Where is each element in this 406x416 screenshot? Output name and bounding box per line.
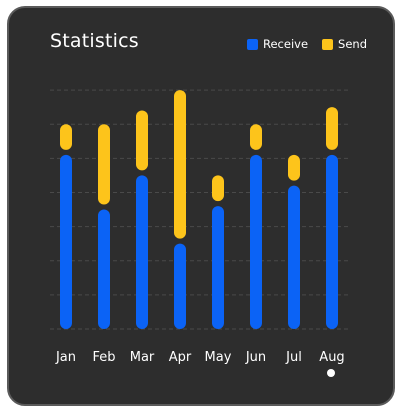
bar-receive-apr[interactable] bbox=[174, 243, 186, 329]
legend-label-receive: Receive bbox=[263, 37, 309, 51]
bar-send-jan[interactable] bbox=[60, 124, 72, 150]
legend-label-send: Send bbox=[338, 37, 367, 51]
chart-title: Statistics bbox=[50, 30, 139, 52]
x-tick-label: Feb bbox=[92, 350, 115, 365]
bar-send-feb[interactable] bbox=[98, 124, 110, 205]
bar-receive-jan[interactable] bbox=[60, 154, 72, 329]
legend-item-receive[interactable]: Receive bbox=[247, 37, 308, 51]
bar-receive-jul[interactable] bbox=[288, 185, 300, 329]
pagination-dot[interactable] bbox=[327, 369, 335, 377]
bar-send-aug[interactable] bbox=[326, 107, 338, 150]
bar-receive-feb[interactable] bbox=[98, 209, 110, 329]
x-tick-label: Jul bbox=[285, 350, 302, 365]
x-tick-label: Apr bbox=[169, 350, 192, 365]
x-tick-label: Aug bbox=[319, 350, 344, 365]
x-tick-label: Mar bbox=[130, 350, 155, 365]
x-tick-label: May bbox=[205, 350, 232, 365]
legend-swatch-send bbox=[322, 38, 334, 50]
bar-send-jul[interactable] bbox=[288, 154, 300, 181]
bar-send-jun[interactable] bbox=[250, 124, 262, 150]
x-tick-label: Jan bbox=[55, 350, 76, 365]
bar-send-mar[interactable] bbox=[136, 110, 148, 171]
legend-item-send[interactable]: Send bbox=[322, 37, 367, 51]
bar-send-apr[interactable] bbox=[174, 90, 186, 239]
bar-send-may[interactable] bbox=[212, 175, 224, 202]
x-tick-label: Jun bbox=[245, 350, 266, 365]
bar-receive-aug[interactable] bbox=[326, 154, 338, 329]
bar-receive-may[interactable] bbox=[212, 206, 224, 329]
bar-receive-mar[interactable] bbox=[136, 175, 148, 329]
legend-swatch-receive bbox=[247, 38, 258, 50]
chart-legend: Receive Send bbox=[247, 37, 367, 51]
bar-receive-jun[interactable] bbox=[250, 154, 262, 329]
